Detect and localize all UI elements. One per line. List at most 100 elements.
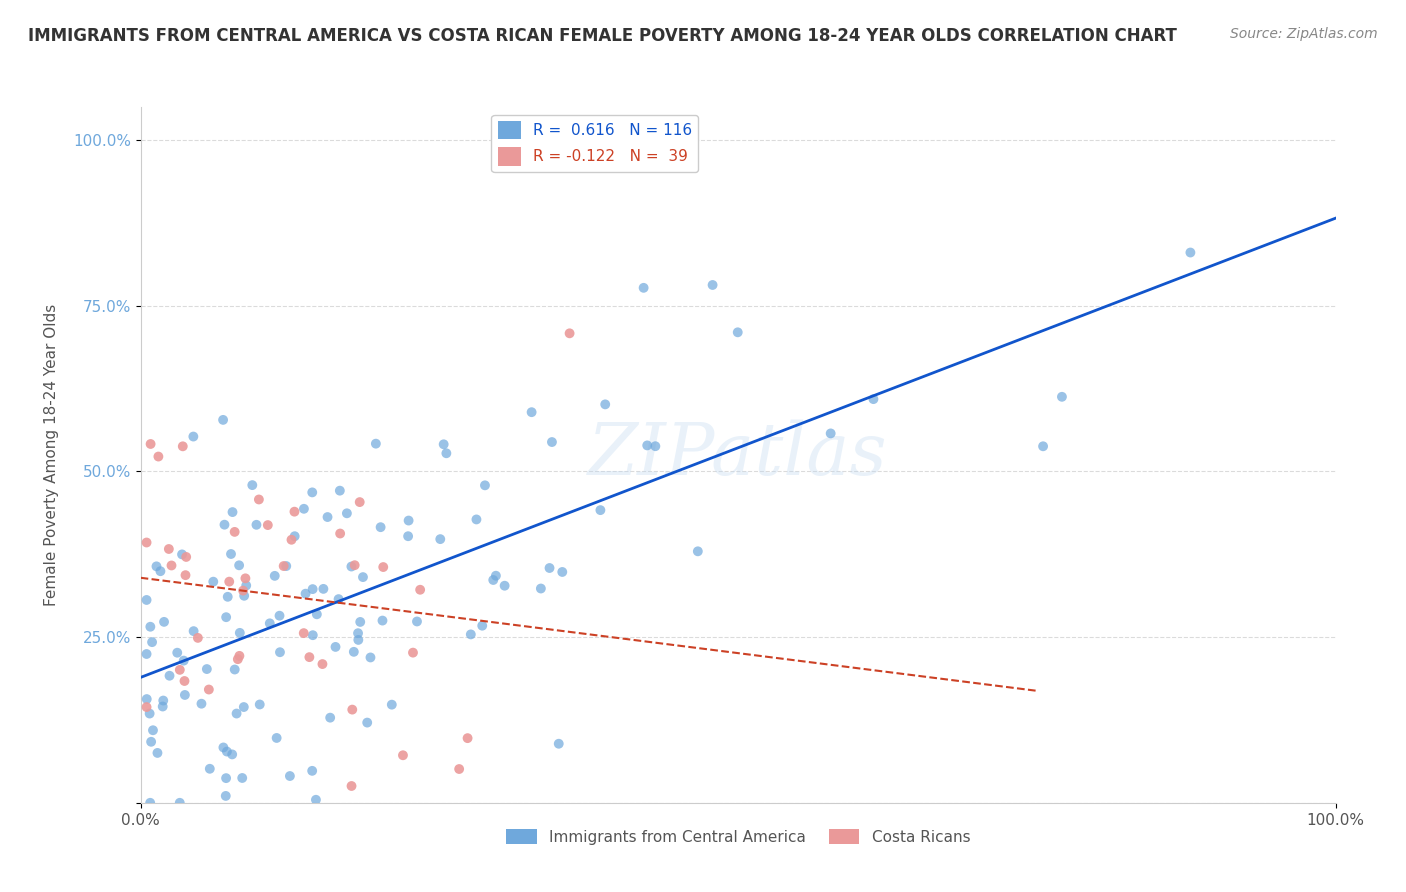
- Point: [215, 789, 238, 803]
- Point: [139, 735, 162, 749]
- Point: [398, 514, 420, 528]
- Point: [135, 535, 157, 549]
- Point: [471, 618, 494, 632]
- Point: [686, 544, 709, 558]
- Point: [280, 533, 302, 547]
- Point: [402, 646, 425, 660]
- Point: [172, 439, 194, 453]
- Point: [460, 627, 482, 641]
- Point: [249, 698, 271, 712]
- Point: [247, 492, 270, 507]
- Point: [149, 564, 172, 578]
- Point: [218, 574, 240, 589]
- Point: [702, 277, 724, 292]
- Point: [292, 626, 315, 640]
- Point: [233, 589, 256, 603]
- Point: [494, 579, 516, 593]
- Point: [217, 590, 239, 604]
- Point: [589, 503, 612, 517]
- Point: [173, 654, 195, 668]
- Point: [359, 650, 381, 665]
- Point: [301, 628, 323, 642]
- Point: [530, 582, 553, 596]
- Point: [202, 574, 225, 589]
- Point: [157, 541, 180, 556]
- Point: [174, 568, 197, 582]
- Point: [146, 746, 169, 760]
- Point: [215, 610, 238, 624]
- Point: [312, 582, 335, 596]
- Point: [152, 699, 174, 714]
- Point: [433, 437, 456, 451]
- Point: [356, 715, 378, 730]
- Point: [228, 648, 250, 663]
- Point: [392, 748, 415, 763]
- Point: [198, 762, 221, 776]
- Point: [474, 478, 496, 492]
- Point: [538, 561, 561, 575]
- Point: [215, 771, 238, 785]
- Y-axis label: Female Poverty Among 18-24 Year Olds: Female Poverty Among 18-24 Year Olds: [44, 304, 59, 606]
- Point: [406, 615, 429, 629]
- Point: [152, 693, 174, 707]
- Point: [862, 392, 884, 406]
- Point: [228, 558, 250, 573]
- Point: [221, 747, 243, 762]
- Point: [142, 723, 165, 738]
- Point: [283, 505, 305, 519]
- Point: [235, 571, 257, 585]
- Text: IMMIGRANTS FROM CENTRAL AMERICA VS COSTA RICAN FEMALE POVERTY AMONG 18-24 YEAR O: IMMIGRANTS FROM CENTRAL AMERICA VS COSTA…: [28, 27, 1177, 45]
- Point: [727, 326, 749, 340]
- Point: [256, 518, 278, 533]
- Point: [325, 640, 347, 654]
- Point: [135, 700, 157, 714]
- Point: [269, 645, 291, 659]
- Point: [1050, 390, 1073, 404]
- Point: [232, 583, 254, 598]
- Point: [232, 700, 254, 714]
- Point: [343, 558, 366, 573]
- Point: [139, 796, 162, 810]
- Point: [138, 706, 160, 721]
- Point: [482, 573, 505, 587]
- Point: [1180, 245, 1202, 260]
- Point: [174, 549, 197, 564]
- Point: [485, 568, 508, 582]
- Point: [235, 578, 257, 592]
- Point: [305, 607, 328, 622]
- Point: [135, 692, 157, 706]
- Point: [305, 793, 328, 807]
- Point: [371, 614, 394, 628]
- Point: [153, 615, 176, 629]
- Point: [298, 650, 321, 665]
- Point: [141, 635, 163, 649]
- Point: [221, 505, 243, 519]
- Point: [409, 582, 432, 597]
- Point: [457, 731, 479, 746]
- Point: [349, 495, 371, 509]
- Point: [381, 698, 404, 712]
- Text: Source: ZipAtlas.com: Source: ZipAtlas.com: [1230, 27, 1378, 41]
- Point: [644, 439, 666, 453]
- Point: [328, 592, 350, 607]
- Point: [370, 520, 392, 534]
- Point: [229, 625, 252, 640]
- Point: [551, 565, 574, 579]
- Point: [636, 438, 658, 452]
- Point: [541, 435, 564, 450]
- Point: [429, 532, 451, 546]
- Point: [820, 426, 842, 441]
- Point: [139, 620, 162, 634]
- Legend: Immigrants from Central America, Costa Ricans: Immigrants from Central America, Costa R…: [501, 822, 976, 851]
- Point: [329, 526, 352, 541]
- Point: [214, 517, 236, 532]
- Point: [316, 510, 339, 524]
- Point: [198, 682, 221, 697]
- Point: [342, 703, 364, 717]
- Point: [145, 559, 167, 574]
- Point: [183, 624, 205, 639]
- Point: [449, 762, 471, 776]
- Point: [276, 559, 298, 574]
- Point: [364, 436, 387, 450]
- Point: [340, 559, 363, 574]
